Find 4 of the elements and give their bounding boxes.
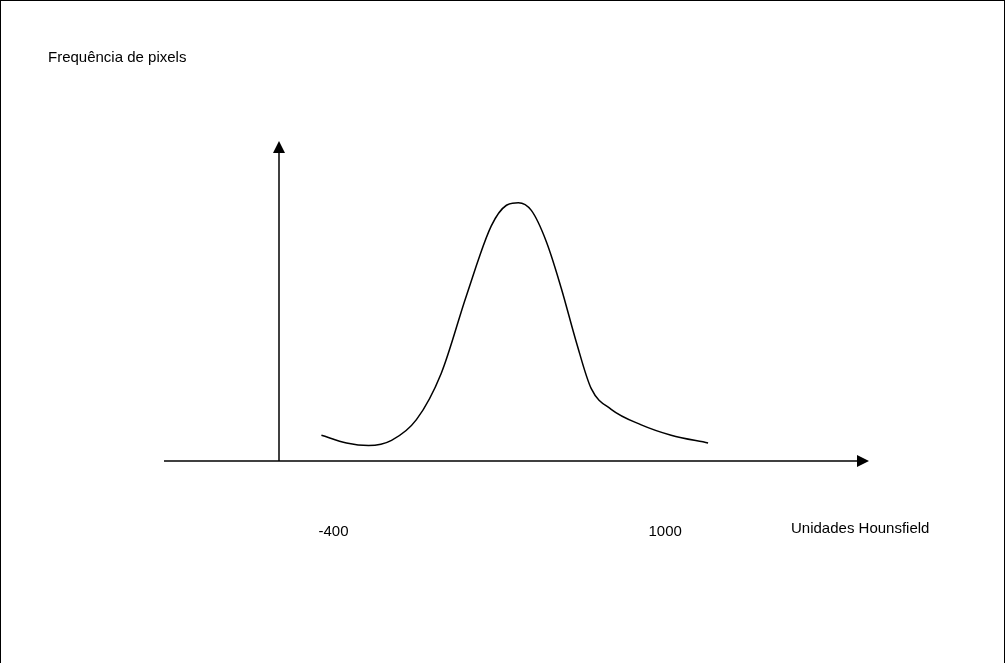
x-tick-label: 1000 xyxy=(648,522,682,540)
text: Frequência de pixels xyxy=(48,48,187,66)
x-axis-title: Unidades Hounsfield xyxy=(791,519,930,537)
x-tick-label: -400 xyxy=(318,522,349,540)
